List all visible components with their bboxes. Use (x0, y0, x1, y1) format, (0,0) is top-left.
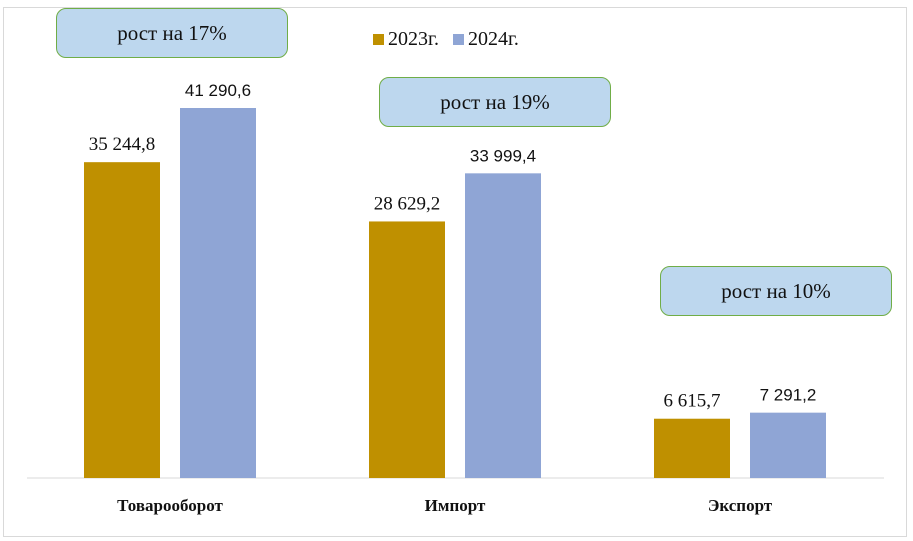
legend: 2023г. 2024г. (373, 28, 533, 51)
legend-swatch (373, 34, 384, 45)
bar-2023 (84, 162, 160, 479)
data-label: 41 290,6 (185, 81, 251, 100)
bar-2024 (750, 412, 826, 478)
data-label: 28 629,2 (374, 193, 441, 214)
category-label: Экспорт (708, 496, 773, 515)
bar-2023 (369, 221, 445, 478)
growth-callout-import: рост на 19% (379, 77, 611, 127)
legend-label: 2024г. (467, 28, 519, 50)
legend-item-2023: 2023г. (373, 28, 439, 51)
data-label: 35 244,8 (89, 134, 156, 155)
legend-label: 2023г. (388, 28, 439, 50)
category-label: Товарооборот (117, 496, 223, 515)
growth-callout-trade: рост на 17% (56, 8, 288, 58)
legend-swatch (452, 34, 464, 45)
data-label: 7 291,2 (760, 386, 817, 405)
growth-callout-export: рост на 10% (660, 266, 892, 316)
legend-item-2024: 2024г. (452, 28, 519, 51)
bar-2024 (180, 108, 256, 478)
data-label: 33 999,4 (470, 146, 536, 165)
bar-2024 (465, 173, 541, 478)
category-label: Импорт (425, 496, 486, 515)
chart-frame (3, 7, 907, 537)
data-label: 6 615,7 (664, 391, 721, 412)
bar-2023 (654, 418, 730, 478)
